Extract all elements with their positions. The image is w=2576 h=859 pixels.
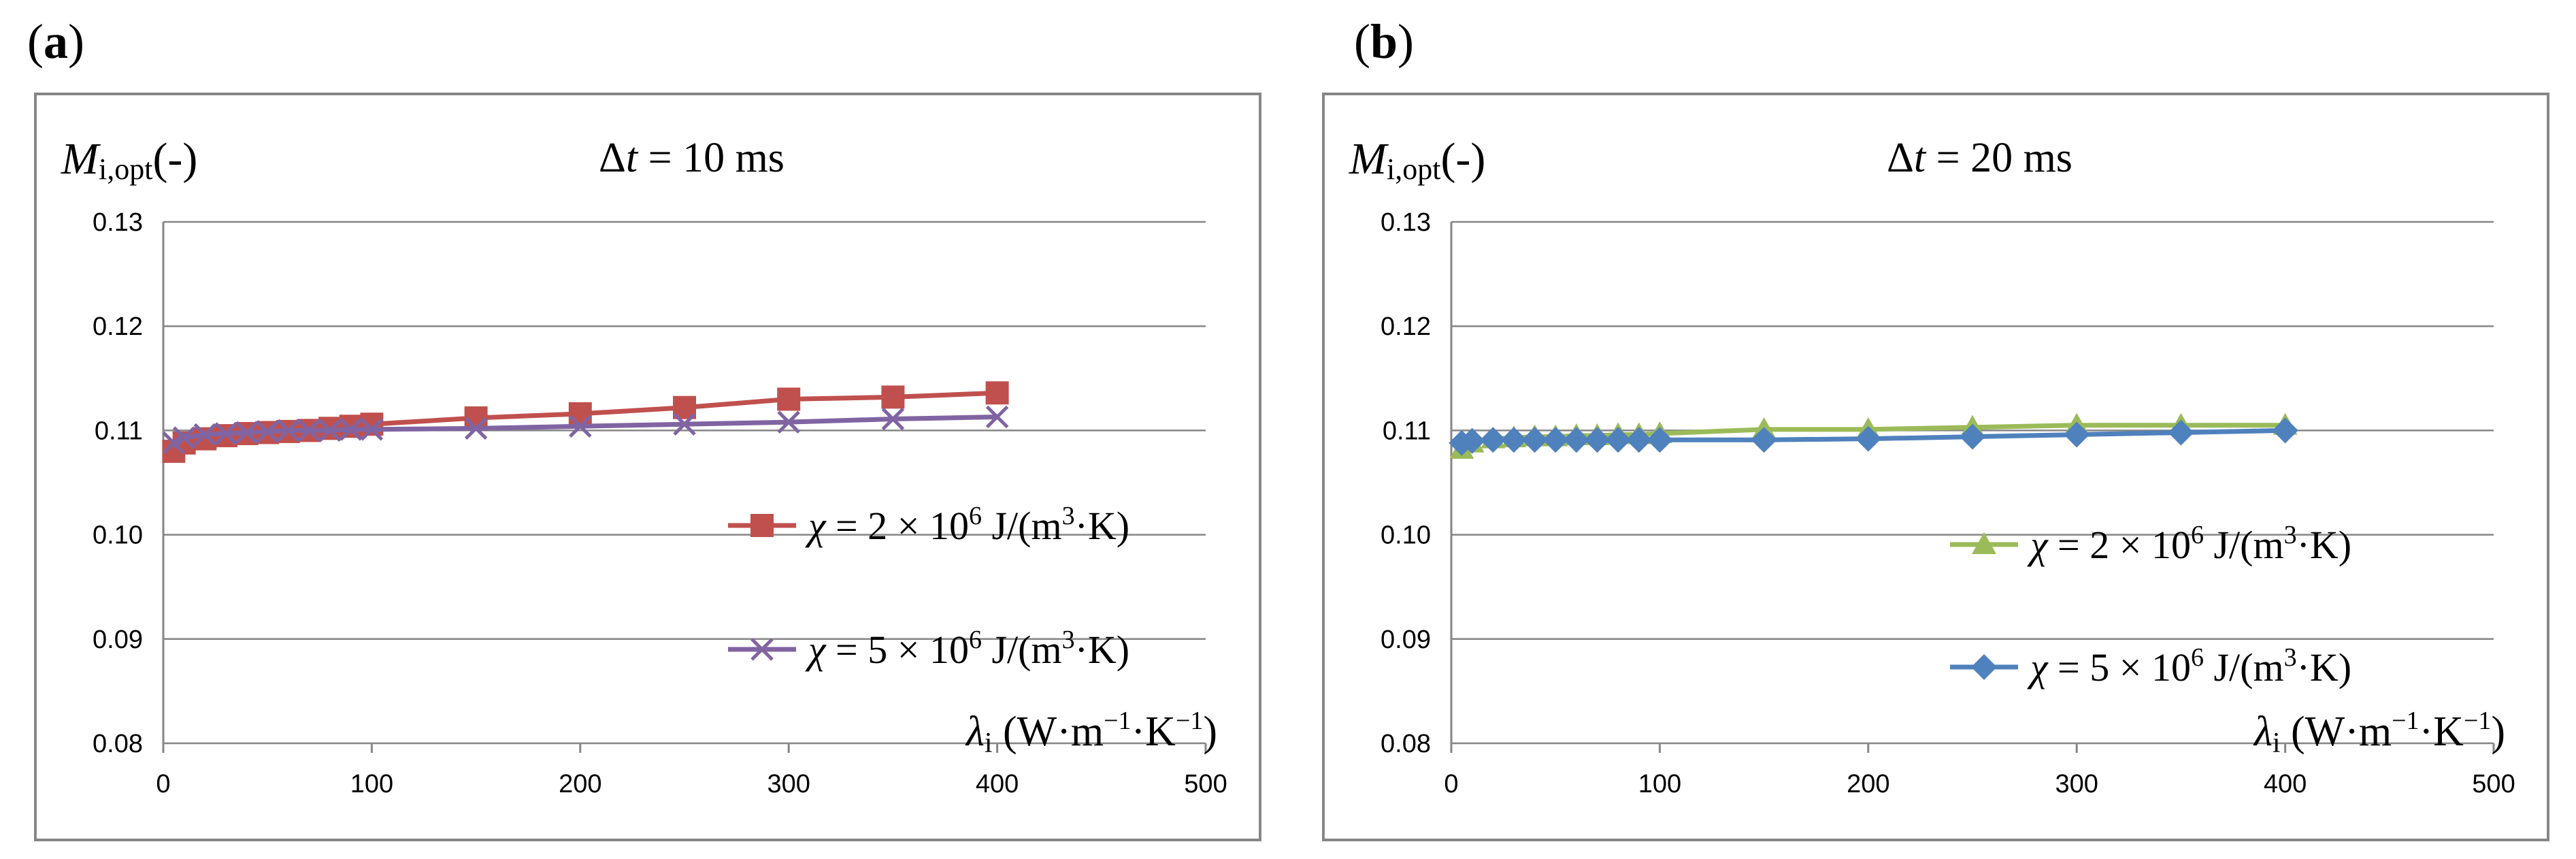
data-point bbox=[1605, 427, 1632, 453]
data-point bbox=[881, 407, 905, 431]
data-point bbox=[360, 412, 384, 436]
data-point bbox=[569, 415, 592, 438]
chart-b: 0.08 0.09 0.10 0.11 0.12 0.13 0 100 200 300 400 500… bbox=[1322, 93, 2549, 841]
data-point bbox=[1584, 427, 1611, 453]
legend-marker bbox=[1972, 532, 1996, 554]
chart-title: Δt = 20 ms bbox=[1887, 135, 2073, 181]
x-tick-label: 200 bbox=[1847, 770, 1889, 798]
legend-entry-1: χ = 2 × 106 J/(m3·K) bbox=[1950, 521, 2351, 567]
x-tick-label: 200 bbox=[559, 770, 601, 798]
data-point bbox=[277, 419, 300, 442]
data-point bbox=[2064, 421, 2090, 448]
data-point bbox=[1563, 427, 1589, 453]
x-tick-label: 0 bbox=[1444, 770, 1458, 798]
data-point bbox=[1625, 427, 1652, 453]
y-tick-label: 0.08 bbox=[93, 730, 143, 758]
x-tick-label: 100 bbox=[1638, 770, 1681, 798]
data-point bbox=[2168, 419, 2194, 446]
x-tick-label: 400 bbox=[2264, 770, 2307, 798]
data-point bbox=[1459, 427, 1485, 454]
panel-label-a: (a) bbox=[27, 14, 84, 69]
y-tick-label: 0.13 bbox=[93, 208, 143, 237]
x-tick-label: 0 bbox=[156, 770, 170, 798]
y-tick-label: 0.13 bbox=[1381, 208, 1431, 237]
x-tick-label: 100 bbox=[350, 770, 393, 798]
y-axis-label: Mi,opt(-) bbox=[61, 134, 197, 186]
x-axis-label: λi (W·m−1·K−1) bbox=[965, 707, 1217, 759]
legend-label: χ = 5 × 106 J/(m3·K) bbox=[805, 626, 1129, 672]
legend-marker bbox=[1971, 654, 1997, 680]
data-point bbox=[235, 421, 259, 444]
x-axis-label: λi (W·m−1·K−1) bbox=[2253, 707, 2505, 759]
data-point bbox=[360, 418, 384, 441]
legend-entry-2: χ = 5 × 106 J/(m3·K) bbox=[1950, 643, 2351, 690]
data-point bbox=[1521, 427, 1548, 453]
y-tick-label: 0.09 bbox=[93, 626, 143, 654]
data-point bbox=[172, 426, 196, 449]
x-tick-label: 500 bbox=[1184, 770, 1227, 798]
data-point bbox=[1480, 427, 1506, 453]
y-tick-label: 0.09 bbox=[1381, 626, 1431, 654]
data-point bbox=[777, 410, 800, 434]
data-point bbox=[256, 420, 279, 443]
y-tick-label: 0.12 bbox=[93, 312, 143, 341]
data-point bbox=[214, 422, 237, 445]
x-tick-label: 500 bbox=[2472, 770, 2515, 798]
y-tick-label: 0.11 bbox=[95, 417, 143, 445]
data-point bbox=[777, 387, 801, 411]
y-axis-label: Mi,opt(-) bbox=[1349, 134, 1485, 186]
legend-label: χ = 2 × 106 J/(m3·K) bbox=[805, 502, 1129, 548]
data-point bbox=[339, 415, 363, 438]
data-point bbox=[1542, 427, 1569, 453]
chart-a: 0.08 0.09 0.10 0.11 0.12 0.13 0 100 200 300 400 500… bbox=[34, 93, 1261, 841]
data-point bbox=[193, 427, 217, 451]
legend-marker bbox=[750, 514, 774, 537]
chart-frame bbox=[34, 93, 1261, 841]
data-point bbox=[193, 423, 217, 447]
data-point bbox=[673, 412, 696, 436]
data-point bbox=[1647, 427, 1673, 453]
data-point bbox=[1960, 423, 1985, 450]
data-point bbox=[339, 418, 363, 441]
data-point bbox=[985, 405, 1009, 429]
legend-marker bbox=[750, 638, 774, 661]
x-tick-label: 300 bbox=[767, 770, 810, 798]
y-tick-label: 0.10 bbox=[1381, 521, 1431, 550]
data-point bbox=[985, 381, 1009, 405]
data-point bbox=[881, 385, 905, 409]
legend-entry-1: χ = 2 × 106 J/(m3·K) bbox=[728, 502, 1129, 548]
legend-label: χ = 5 × 106 J/(m3·K) bbox=[2027, 643, 2351, 690]
data-point bbox=[1751, 427, 1777, 453]
series-2 bbox=[162, 405, 1009, 455]
data-point bbox=[464, 406, 488, 430]
y-tick-label: 0.12 bbox=[1381, 312, 1431, 341]
data-point bbox=[1855, 425, 1881, 452]
data-point bbox=[318, 419, 342, 442]
data-point bbox=[297, 419, 321, 442]
x-tick-label: 400 bbox=[976, 770, 1019, 798]
chart-frame bbox=[1322, 93, 2549, 841]
y-tick-label: 0.08 bbox=[1381, 730, 1431, 758]
data-point bbox=[464, 417, 488, 440]
data-point bbox=[568, 402, 592, 425]
y-tick-label: 0.11 bbox=[1383, 417, 1431, 445]
data-point bbox=[2272, 417, 2298, 444]
series-2 bbox=[1449, 417, 2298, 456]
legend-entry-2: χ = 5 × 106 J/(m3·K) bbox=[728, 626, 1129, 672]
data-point bbox=[1500, 427, 1527, 453]
y-tick-label: 0.10 bbox=[93, 521, 143, 550]
panel-label-b: (b) bbox=[1354, 14, 1415, 69]
x-tick-label: 300 bbox=[2055, 770, 2098, 798]
legend-label: χ = 2 × 106 J/(m3·K) bbox=[2027, 521, 2351, 567]
chart-title: Δt = 10 ms bbox=[599, 135, 785, 181]
